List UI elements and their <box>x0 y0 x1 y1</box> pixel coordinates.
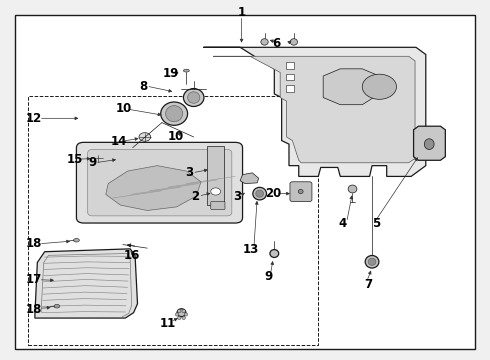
Text: 5: 5 <box>372 217 380 230</box>
Bar <box>286 74 294 80</box>
Polygon shape <box>203 47 426 176</box>
Polygon shape <box>414 126 445 160</box>
Text: 3: 3 <box>234 190 242 203</box>
Circle shape <box>362 74 396 99</box>
FancyBboxPatch shape <box>211 202 225 210</box>
Ellipse shape <box>424 139 434 149</box>
Ellipse shape <box>175 313 179 316</box>
Ellipse shape <box>177 316 181 320</box>
Ellipse shape <box>188 92 200 103</box>
Ellipse shape <box>183 69 189 72</box>
Text: 7: 7 <box>364 278 372 291</box>
FancyBboxPatch shape <box>76 142 243 223</box>
Text: 18: 18 <box>26 303 42 316</box>
Polygon shape <box>106 166 201 211</box>
Text: 15: 15 <box>67 153 83 166</box>
Ellipse shape <box>74 238 79 242</box>
Text: 3: 3 <box>185 166 193 179</box>
Bar <box>286 85 294 92</box>
Ellipse shape <box>270 249 279 257</box>
Text: 2: 2 <box>191 190 199 203</box>
Ellipse shape <box>184 313 188 316</box>
Text: 18: 18 <box>26 237 42 250</box>
Ellipse shape <box>54 305 60 308</box>
Circle shape <box>211 188 220 195</box>
Text: 9: 9 <box>264 270 272 283</box>
Ellipse shape <box>256 190 264 197</box>
Polygon shape <box>240 173 259 184</box>
Ellipse shape <box>365 256 379 268</box>
Text: 14: 14 <box>111 135 127 148</box>
Ellipse shape <box>105 158 110 161</box>
FancyBboxPatch shape <box>88 149 232 216</box>
Ellipse shape <box>253 187 267 200</box>
Text: 1: 1 <box>238 6 245 19</box>
Polygon shape <box>213 56 415 163</box>
Ellipse shape <box>298 189 303 194</box>
Ellipse shape <box>177 309 186 317</box>
Polygon shape <box>35 249 138 318</box>
Text: 16: 16 <box>123 249 140 262</box>
Bar <box>286 62 294 69</box>
Text: 11: 11 <box>160 317 176 330</box>
Ellipse shape <box>183 89 204 107</box>
Text: 13: 13 <box>243 243 259 256</box>
Ellipse shape <box>348 185 357 193</box>
Text: 20: 20 <box>265 187 281 200</box>
Text: 10: 10 <box>168 130 184 144</box>
Ellipse shape <box>368 258 376 265</box>
Bar <box>27 96 318 345</box>
Ellipse shape <box>182 310 185 313</box>
Bar <box>207 146 224 205</box>
Ellipse shape <box>261 39 268 45</box>
Circle shape <box>94 155 103 162</box>
Ellipse shape <box>161 102 188 125</box>
Ellipse shape <box>118 147 133 161</box>
Text: 4: 4 <box>339 217 347 230</box>
Text: 19: 19 <box>163 67 179 80</box>
Ellipse shape <box>121 150 130 158</box>
Text: 6: 6 <box>272 37 281 50</box>
Text: 17: 17 <box>26 273 42 286</box>
Text: 12: 12 <box>26 112 42 125</box>
Polygon shape <box>323 69 379 105</box>
Ellipse shape <box>166 105 183 122</box>
Ellipse shape <box>290 39 297 45</box>
FancyBboxPatch shape <box>290 182 312 202</box>
Text: 9: 9 <box>88 156 97 169</box>
Ellipse shape <box>177 310 181 313</box>
Text: 10: 10 <box>116 102 132 115</box>
Circle shape <box>139 133 151 141</box>
Text: 8: 8 <box>139 80 147 93</box>
Ellipse shape <box>182 316 185 320</box>
